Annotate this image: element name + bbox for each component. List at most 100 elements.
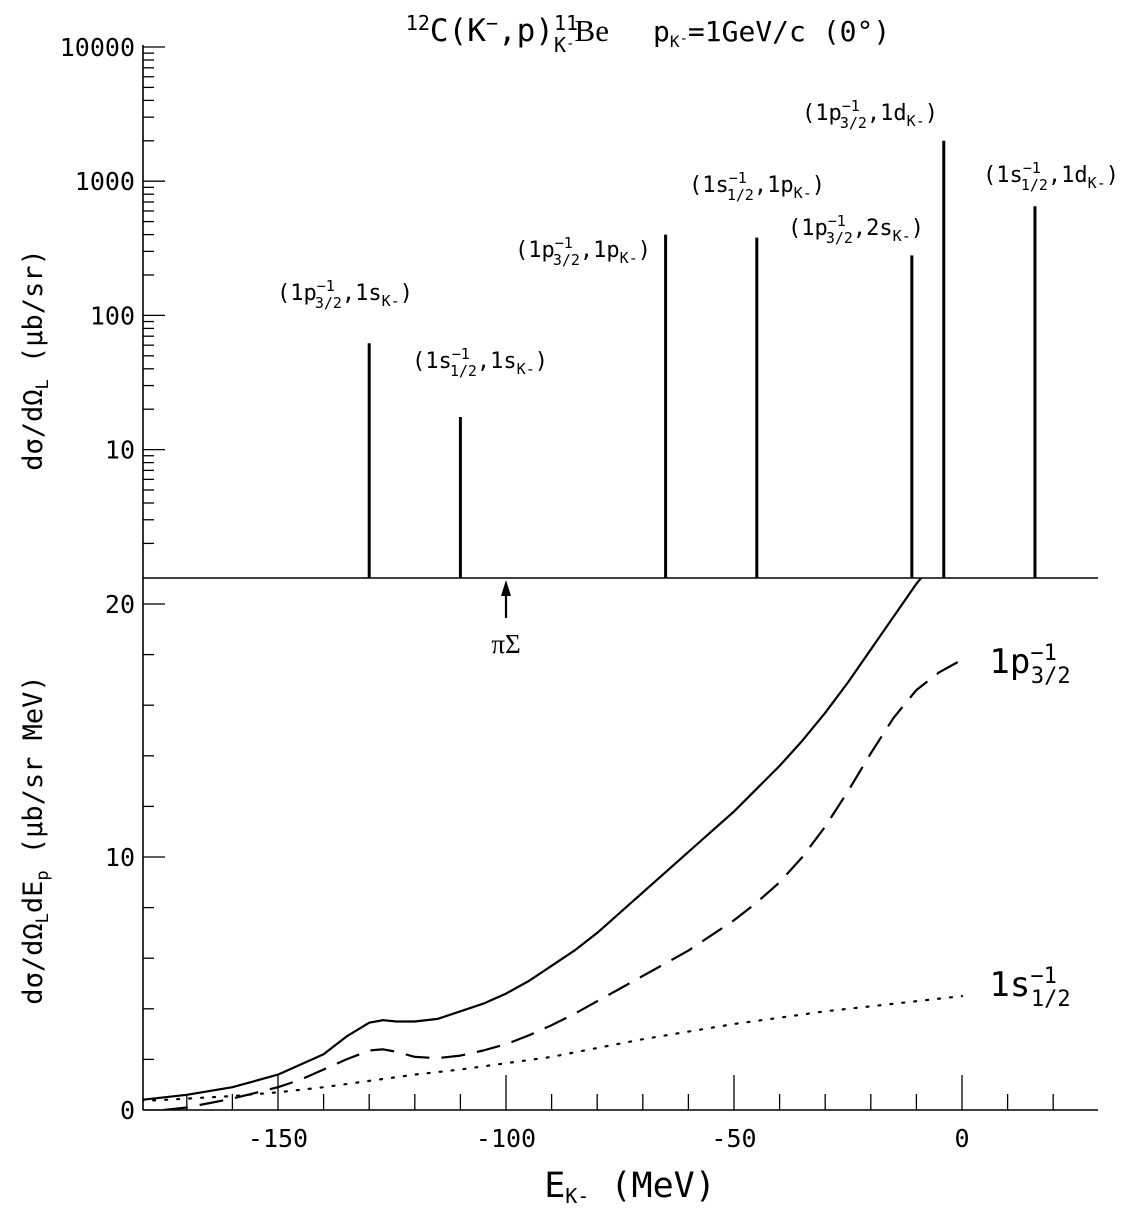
text-part: ,p) xyxy=(498,13,554,49)
upper-y-tick-label: 10000 xyxy=(60,33,135,62)
text-part: ) xyxy=(638,238,651,263)
x-tick-label: 0 xyxy=(954,1124,969,1153)
text-part: −1 xyxy=(828,212,846,230)
text-part: dE xyxy=(18,881,49,914)
text-part: L xyxy=(33,379,53,389)
text-part: 1s xyxy=(989,965,1030,1005)
lower-y-tick-label: 20 xyxy=(105,590,135,619)
text-part: - xyxy=(566,36,574,52)
text-part: 11 xyxy=(554,11,578,35)
text-part: p xyxy=(653,15,670,48)
text-part: ,2s xyxy=(853,216,893,241)
text-part: K- xyxy=(893,227,911,245)
text-part: ,1s xyxy=(477,349,517,374)
text-part: (1p xyxy=(802,101,842,126)
text-part: L xyxy=(33,913,53,923)
spectral-line-label: (1p−1 3/2,1dK-) xyxy=(802,97,938,132)
text-part: 3/2 xyxy=(1031,664,1071,689)
text-part: ,1s xyxy=(342,281,382,306)
text-part: ) xyxy=(400,281,413,306)
upper-y-tick-label: 100 xyxy=(90,301,135,330)
x-tick-label: -100 xyxy=(476,1124,536,1153)
text-part: −1 xyxy=(1030,641,1057,666)
series-label-dashed: 1p−1 3/2 xyxy=(989,641,1070,689)
plot-frame xyxy=(142,45,1098,1111)
series-solid-line xyxy=(143,578,923,1101)
text-part: K- xyxy=(907,112,925,130)
text-part: =1GeV/c (0°) xyxy=(688,15,890,48)
text-part: −1 xyxy=(842,97,860,115)
text-part: −1 xyxy=(317,277,335,295)
text-part: (MeV) xyxy=(589,1166,715,1206)
upper-y-tick-label: 1000 xyxy=(75,167,135,196)
text-part: ) xyxy=(1106,163,1119,188)
series-dashed-line xyxy=(163,658,963,1110)
text-part: ) xyxy=(812,173,825,198)
text-part: (1p xyxy=(788,216,828,241)
text-part: ,1d xyxy=(867,101,907,126)
upper-y-tick-label: 10 xyxy=(105,436,135,465)
text-part: −1 xyxy=(1030,964,1057,989)
text-part: 3/2 xyxy=(553,251,580,269)
chart-title: 12C(K−,p)11 K-Be pK-=1GeV/c (0°) xyxy=(406,11,890,57)
spectral-line-label: (1s−1 1/2,1dK-) xyxy=(983,159,1119,194)
text-part: dσ/dΩ xyxy=(18,390,49,471)
text-part: −1 xyxy=(1023,159,1041,177)
text-part: Be xyxy=(575,13,609,48)
text-part: 3/2 xyxy=(826,229,853,247)
x-axis-label: EK- (MeV) xyxy=(544,1166,716,1208)
spectral-line-label: (1p−1 3/2,1sK-) xyxy=(277,277,413,312)
threshold-arrow-head xyxy=(501,580,511,596)
threshold-label: πΣ xyxy=(491,629,520,659)
text-part: 1/2 xyxy=(727,186,754,204)
series-dotted-line xyxy=(143,995,964,1103)
text-part: K- xyxy=(794,184,812,202)
spectral-line-label: (1s−1 1/2,1sK-) xyxy=(412,345,548,380)
text-part: (μb/sr) xyxy=(18,249,49,379)
spectral-line-label: (1p−1 3/2,2sK-) xyxy=(788,212,924,247)
text-part: E xyxy=(544,1166,565,1206)
text-part: −1 xyxy=(729,169,747,187)
text-part: K xyxy=(554,33,566,57)
x-tick-label: -150 xyxy=(248,1124,308,1153)
text-part: (1p xyxy=(515,238,555,263)
text-part: K- xyxy=(565,1184,589,1208)
text-part: 1/2 xyxy=(450,362,477,380)
text-part: ,1p xyxy=(580,238,620,263)
text-part: p xyxy=(33,870,53,880)
text-part: 1p xyxy=(989,642,1030,682)
text-part: K xyxy=(670,32,680,51)
text-part: (μb/sr MeV) xyxy=(18,675,49,870)
text-part: (1s xyxy=(983,163,1023,188)
text-part: K- xyxy=(620,249,638,267)
text-part: ) xyxy=(911,216,924,241)
chart-text: 12C(K−,p)11 K-Be pK-=1GeV/c (0°)dσ/dΩL (μb… xyxy=(18,11,890,1208)
text-part: dσ/dΩ xyxy=(18,923,49,1004)
text-part: (1s xyxy=(689,173,729,198)
text-part: (1p xyxy=(277,281,317,306)
text-part: 3/2 xyxy=(315,294,342,312)
text-part: ,1p xyxy=(754,173,794,198)
lower-y-axis-label: dσ/dΩLdEp (μb/sr MeV) xyxy=(18,675,53,1004)
text-part: K- xyxy=(1088,174,1106,192)
text-part: K- xyxy=(382,292,400,310)
lower-y-tick-label: 10 xyxy=(105,843,135,872)
text-part: K- xyxy=(517,360,535,378)
text-part: ) xyxy=(535,349,548,374)
text-part: 1/2 xyxy=(1031,987,1071,1012)
text-part: 3/2 xyxy=(840,114,867,132)
text-part: ) xyxy=(925,101,938,126)
text-part: −1 xyxy=(452,345,470,363)
text-part: − xyxy=(486,11,498,35)
series-label-dotted: 1s−1 1/2 xyxy=(989,964,1070,1012)
text-part: −1 xyxy=(555,234,573,252)
spectral-line-label: (1s−1 1/2,1pK-) xyxy=(689,169,825,204)
text-part: C(K xyxy=(430,13,486,49)
spectral-line-label: (1p−1 3/2,1pK-) xyxy=(515,234,651,269)
text-part: 12 xyxy=(406,11,430,35)
text-part: 1/2 xyxy=(1021,176,1048,194)
text-part: (1s xyxy=(412,349,452,374)
